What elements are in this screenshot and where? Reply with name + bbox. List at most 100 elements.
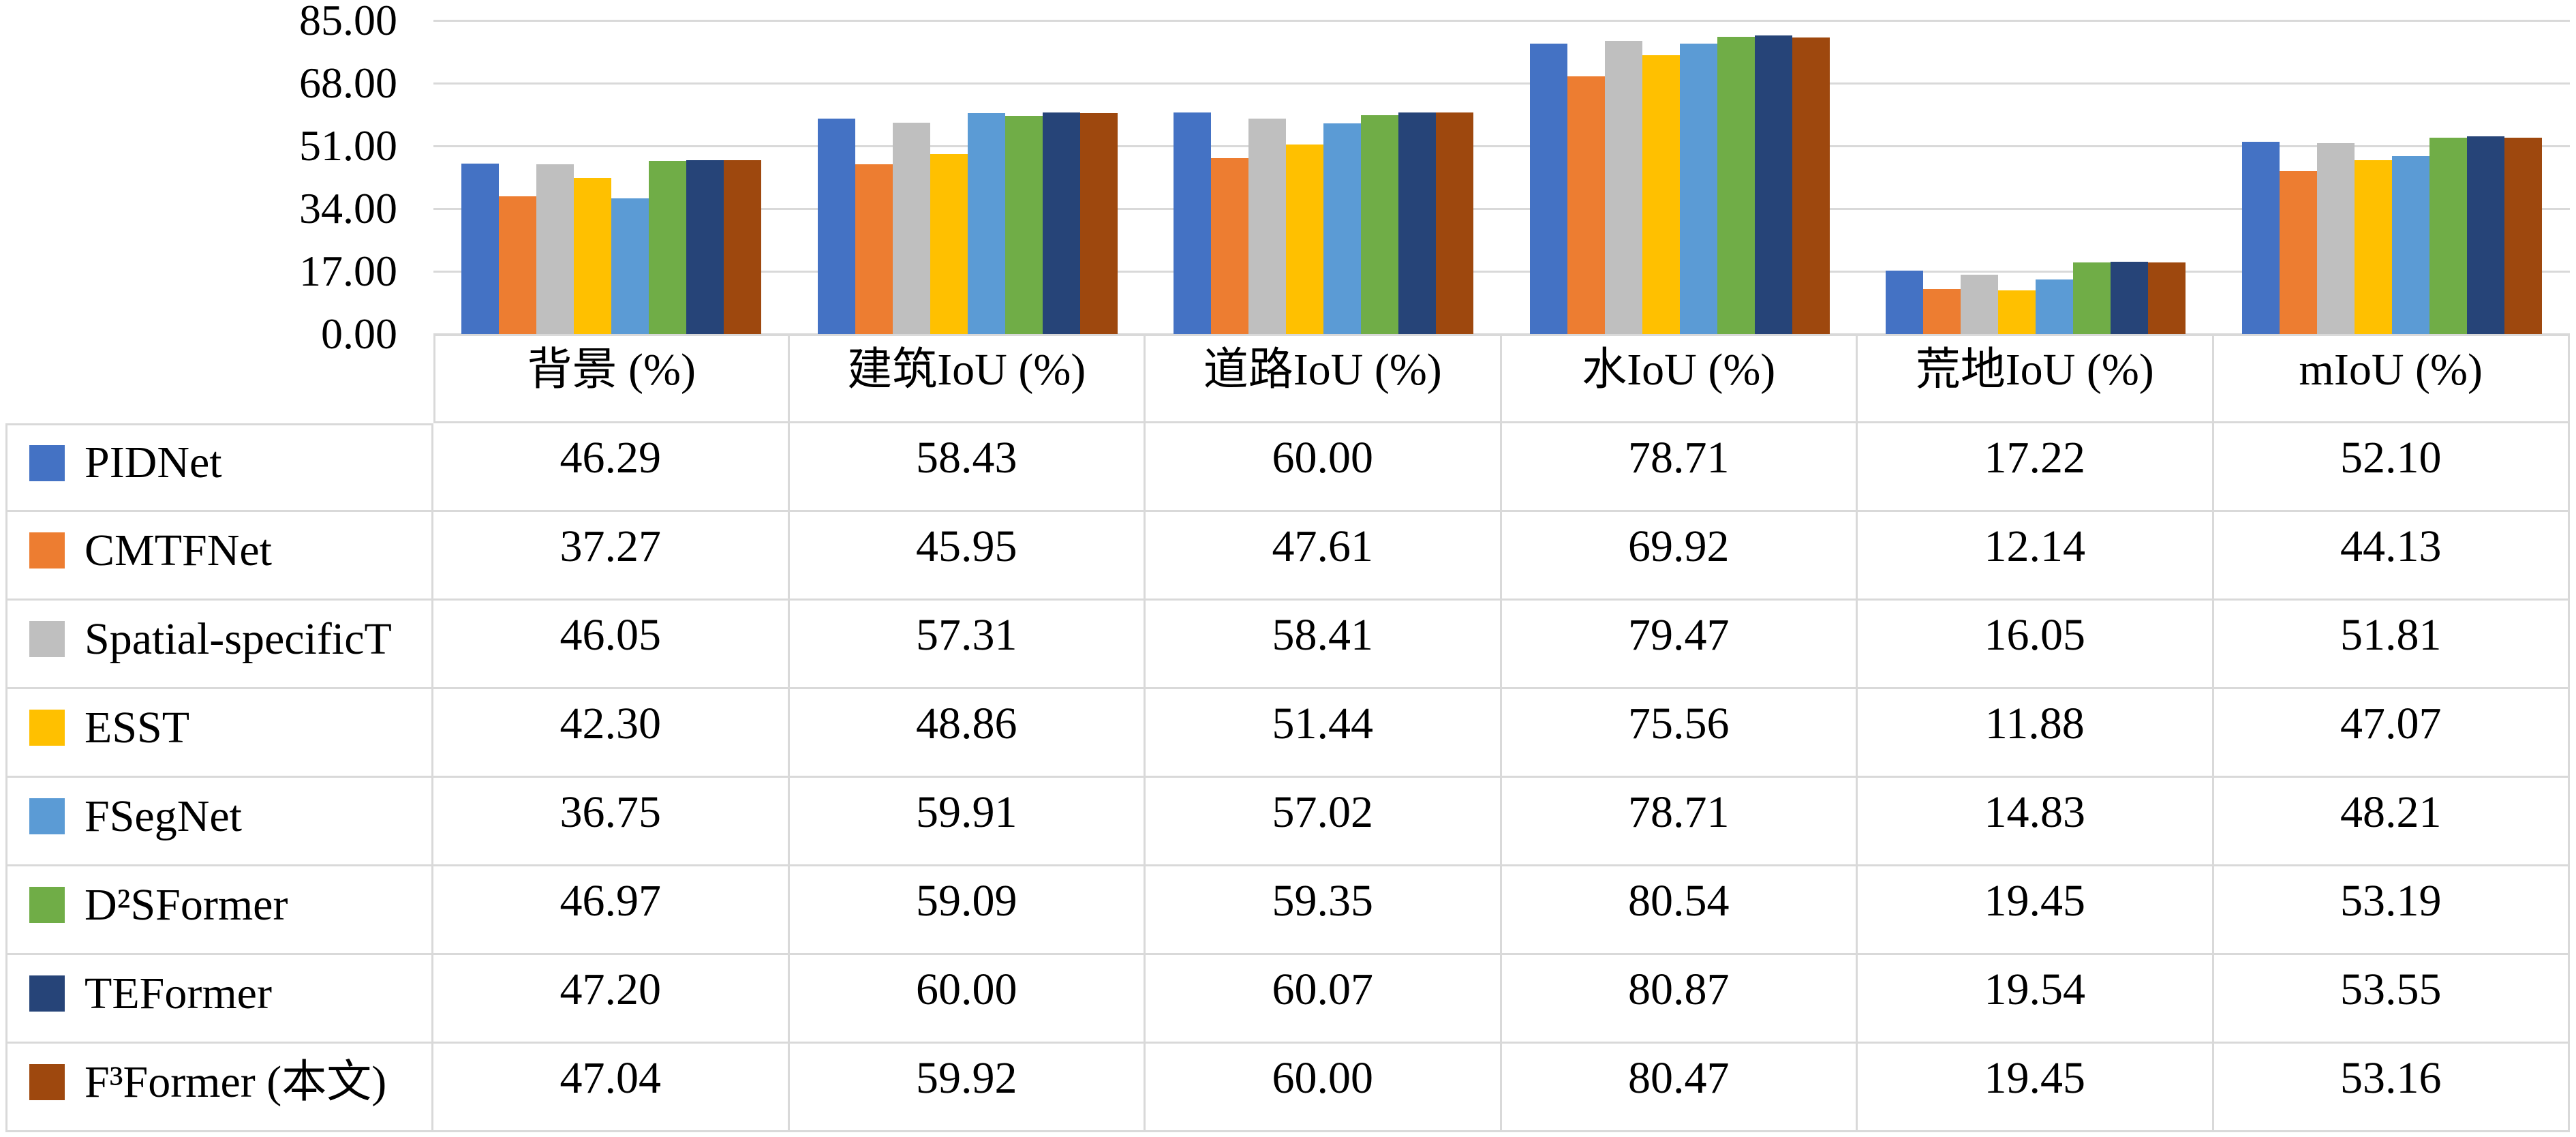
- bar: [1679, 44, 1717, 334]
- bar: [930, 153, 968, 334]
- bar: [1754, 35, 1792, 334]
- legend-cell: D²SFormer: [5, 866, 433, 955]
- y-axis-label: 68.00: [299, 59, 397, 107]
- bar: [1642, 55, 1680, 334]
- value-cell: 19.45: [1858, 866, 2214, 955]
- value-cell: 47.04: [433, 1044, 790, 1132]
- bar: [2241, 142, 2280, 334]
- column-header: 建筑IoU (%): [789, 334, 1146, 423]
- cell-value: 47.20: [559, 964, 662, 1014]
- value-cell: 53.16: [2213, 1044, 2570, 1132]
- cell-value: 52.10: [2340, 432, 2442, 483]
- plot-area: [433, 20, 2570, 335]
- value-cell: 19.54: [1858, 955, 2214, 1044]
- cell-value: 51.81: [2340, 609, 2442, 660]
- bar: [2391, 156, 2429, 334]
- cell-value: 12.14: [1984, 521, 2086, 571]
- legend-color-swatch: [29, 444, 65, 481]
- value-cell: 51.44: [1146, 689, 1502, 778]
- value-cell: 59.09: [789, 866, 1146, 955]
- value-cell: 37.27: [433, 512, 790, 601]
- gridline: [433, 271, 2570, 273]
- cell-value: 58.43: [916, 432, 1017, 483]
- bar: [2466, 136, 2504, 334]
- gridline: [433, 82, 2570, 85]
- bar: [574, 178, 612, 334]
- cell-value: 59.09: [916, 875, 1017, 926]
- cell-value: 58.41: [1272, 609, 1374, 660]
- value-cell: 11.88: [1858, 689, 2214, 778]
- value-cell: 47.20: [433, 955, 790, 1044]
- legend-cell: Spatial-specificT: [5, 601, 433, 689]
- series-name: PIDNet: [85, 438, 222, 487]
- value-cell: 78.71: [1501, 778, 1858, 866]
- bar: [2111, 262, 2149, 334]
- y-axis-label: 34.00: [299, 184, 397, 232]
- cell-value: 59.35: [1272, 875, 1374, 926]
- column-header: 道路IoU (%): [1146, 334, 1502, 423]
- series-name: CMTFNet: [85, 525, 273, 575]
- value-cell: 78.71: [1501, 423, 1858, 512]
- cell-value: 53.16: [2340, 1052, 2442, 1103]
- legend-color-swatch: [29, 532, 65, 568]
- bar: [1398, 112, 1437, 334]
- value-cell: 51.81: [2213, 601, 2570, 689]
- bar: [1174, 112, 1212, 334]
- bar-group: [1146, 20, 1502, 334]
- cell-value: 36.75: [559, 787, 662, 837]
- bar: [1567, 76, 1605, 334]
- value-cell: 53.19: [2213, 866, 2570, 955]
- legend-color-swatch: [29, 1064, 65, 1100]
- cell-value: 45.95: [916, 521, 1017, 571]
- cell-value: 14.83: [1984, 787, 2086, 837]
- bar: [1886, 270, 1924, 334]
- cell-value: 53.19: [2340, 875, 2442, 926]
- y-axis-label: 17.00: [299, 247, 397, 295]
- value-cell: 58.41: [1146, 601, 1502, 689]
- bar: [855, 164, 893, 334]
- cell-value: 80.54: [1628, 875, 1730, 926]
- series-name: F³Former (本文): [85, 1057, 387, 1107]
- cell-value: 78.71: [1628, 432, 1730, 483]
- bar: [686, 160, 724, 334]
- value-cell: 57.02: [1146, 778, 1502, 866]
- bar: [461, 163, 500, 334]
- bar: [1998, 290, 2036, 334]
- cell-value: 48.21: [2340, 787, 2442, 837]
- value-cell: 45.95: [789, 512, 1146, 601]
- value-cell: 79.47: [1501, 601, 1858, 689]
- y-axis-label: 51.00: [299, 121, 397, 170]
- value-cell: 19.45: [1858, 1044, 2214, 1132]
- bar: [1248, 118, 1287, 334]
- series-name: D²SFormer: [85, 879, 288, 930]
- bar: [2316, 142, 2355, 334]
- bar-group: [790, 20, 1146, 334]
- bar: [1323, 123, 1362, 334]
- value-cell: 42.30: [433, 689, 790, 778]
- column-header: mIoU (%): [2213, 334, 2570, 423]
- cell-value: 19.45: [1984, 1052, 2086, 1103]
- cell-value: 60.00: [1272, 1052, 1374, 1103]
- cell-value: 60.07: [1272, 964, 1374, 1014]
- bar: [1792, 37, 1830, 334]
- cell-value: 53.55: [2340, 964, 2442, 1014]
- cell-value: 46.29: [559, 432, 662, 483]
- series-name: ESST: [85, 702, 190, 753]
- legend-cell: ESST: [5, 689, 433, 778]
- legend-color-swatch: [29, 621, 65, 657]
- bar: [649, 160, 687, 334]
- legend-cell: F³Former (本文): [5, 1044, 433, 1132]
- cell-value: 80.47: [1628, 1052, 1730, 1103]
- value-cell: 16.05: [1858, 601, 2214, 689]
- cell-value: 69.92: [1628, 521, 1730, 571]
- value-cell: 57.31: [789, 601, 1146, 689]
- bar-group: [1502, 20, 1858, 334]
- value-cell: 46.97: [433, 866, 790, 955]
- cell-value: 75.56: [1628, 698, 1730, 748]
- gridline: [433, 145, 2570, 147]
- bar-group: [433, 20, 790, 334]
- cell-value: 42.30: [559, 698, 662, 748]
- value-cell: 59.91: [789, 778, 1146, 866]
- y-axis-label: 85.00: [299, 0, 397, 44]
- cell-value: 47.61: [1272, 521, 1374, 571]
